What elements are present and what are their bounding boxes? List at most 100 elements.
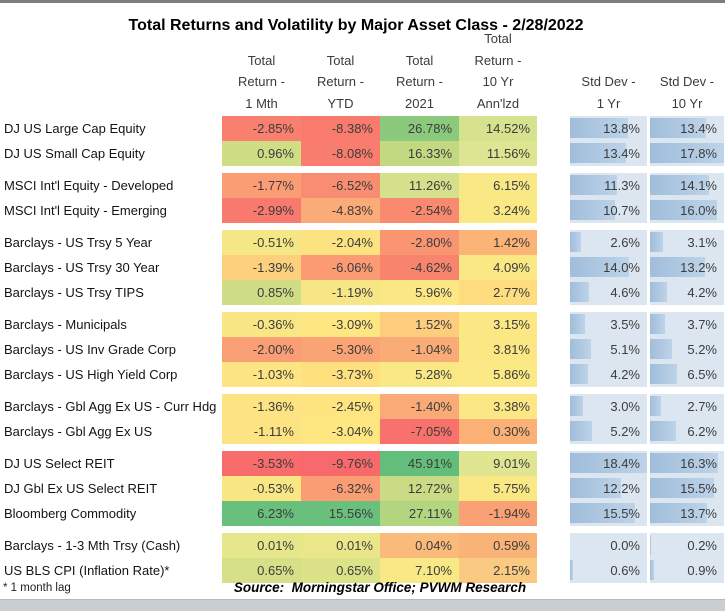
std-dev-cell: 16.0% — [650, 198, 724, 223]
std-dev-cell: 5.2% — [570, 419, 647, 444]
std-dev-data-bar — [570, 200, 615, 220]
return-cell: 3.38% — [459, 394, 537, 419]
column-header-line: 10 Yr — [482, 74, 514, 89]
return-cell: 15.56% — [301, 501, 380, 526]
column-header-line: Std Dev - — [581, 74, 636, 89]
std-dev-data-bar — [570, 232, 581, 252]
std-dev-cell: 6.2% — [650, 419, 724, 444]
return-cell: -1.04% — [380, 337, 459, 362]
row-label: Barclays - US Trsy TIPS — [4, 285, 144, 300]
std-dev-data-bar — [650, 314, 666, 334]
std-dev-value: 3.7% — [687, 317, 717, 332]
return-cell: 6.15% — [459, 173, 537, 198]
return-cell: 5.86% — [459, 362, 537, 387]
return-cell: 0.85% — [222, 280, 301, 305]
std-dev-value: 18.4% — [603, 456, 640, 471]
std-dev-value: 13.4% — [603, 146, 640, 161]
std-dev-cell: 13.4% — [650, 116, 724, 141]
std-dev-data-bar — [650, 478, 715, 498]
std-dev-data-bar — [650, 339, 672, 359]
return-cell: -4.83% — [301, 198, 380, 223]
return-cell: -2.54% — [380, 198, 459, 223]
std-dev-value: 17.8% — [680, 146, 717, 161]
source-attribution: Source: Morningstar Office; PVWM Researc… — [233, 580, 527, 595]
return-cell: 0.04% — [380, 533, 459, 558]
std-dev-cell: 4.6% — [570, 280, 647, 305]
column-header-line: Return - — [238, 74, 285, 89]
return-cell: -1.11% — [222, 419, 301, 444]
std-dev-cell: 14.0% — [570, 255, 647, 280]
std-dev-data-bar — [570, 314, 585, 334]
std-dev-data-bar — [570, 118, 628, 138]
return-cell: -2.99% — [222, 198, 301, 223]
std-dev-data-bar — [650, 560, 654, 580]
std-dev-cell: 3.7% — [650, 312, 724, 337]
return-cell: -0.51% — [222, 230, 301, 255]
return-cell: -7.05% — [380, 419, 459, 444]
std-dev-value: 16.0% — [680, 203, 717, 218]
column-header-line: 2021 — [405, 95, 434, 111]
return-cell: 0.01% — [301, 533, 380, 558]
return-cell: 45.91% — [380, 451, 459, 476]
std-dev-cell: 13.2% — [650, 255, 724, 280]
std-dev-value: 5.1% — [610, 342, 640, 357]
return-cell: 2.77% — [459, 280, 537, 305]
return-cell: 3.81% — [459, 337, 537, 362]
std-dev-data-bar — [650, 143, 724, 163]
return-cell: -6.06% — [301, 255, 380, 280]
row-label: US BLS CPI (Inflation Rate)* — [4, 563, 170, 578]
std-dev-value: 6.2% — [687, 424, 717, 439]
return-cell: -1.94% — [459, 501, 537, 526]
return-cell: -8.38% — [301, 116, 380, 141]
std-dev-value: 13.8% — [603, 121, 640, 136]
column-header-line: YTD — [327, 95, 354, 111]
row-label: DJ US Small Cap Equity — [4, 146, 145, 161]
std-dev-value: 0.9% — [687, 563, 717, 578]
std-dev-data-bar — [570, 339, 592, 359]
column-header-line — [570, 28, 647, 50]
return-cell: -6.32% — [301, 476, 380, 501]
return-cell: -2.04% — [301, 230, 380, 255]
std-dev-cell: 3.1% — [650, 230, 724, 255]
std-dev-cell: 13.4% — [570, 141, 647, 166]
column-header-total-return-ytd: Total Return - YTD — [301, 28, 380, 114]
std-dev-data-bar — [570, 143, 627, 163]
std-dev-data-bar — [570, 503, 635, 523]
row-label: DJ US Large Cap Equity — [4, 121, 146, 136]
std-dev-cell: 0.6% — [570, 558, 647, 583]
column-header-total-return-1mth: Total Return - 1 Mth — [222, 28, 301, 114]
return-cell: 5.75% — [459, 476, 537, 501]
row-label: DJ US Select REIT — [4, 456, 115, 471]
std-dev-value: 15.5% — [680, 481, 717, 496]
std-dev-cell: 11.3% — [570, 173, 647, 198]
std-dev-data-bar — [650, 453, 718, 473]
column-header-line: Std Dev - — [659, 74, 715, 89]
return-cell: 4.09% — [459, 255, 537, 280]
column-header-total-return-2021: Total Return - 2021 — [380, 28, 459, 114]
row-label: Barclays - 1-3 Mth Trsy (Cash) — [4, 538, 181, 553]
std-dev-value: 13.7% — [680, 506, 717, 521]
return-cell: -1.39% — [222, 255, 301, 280]
return-cell: 26.78% — [380, 116, 459, 141]
return-cell: 3.15% — [459, 312, 537, 337]
return-cell: 16.33% — [380, 141, 459, 166]
row-label: Barclays - Gbl Agg Ex US - Curr Hdg — [4, 399, 217, 414]
return-cell: -6.52% — [301, 173, 380, 198]
std-dev-cell: 2.7% — [650, 394, 724, 419]
std-dev-cell: 10.7% — [570, 198, 647, 223]
std-dev-data-bar — [650, 364, 678, 384]
std-dev-value: 5.2% — [610, 424, 640, 439]
return-cell: -0.36% — [222, 312, 301, 337]
return-cell: -4.62% — [380, 255, 459, 280]
return-cell: -2.80% — [380, 230, 459, 255]
column-header-std-dev-10yr: Std Dev - 10 Yr — [650, 28, 724, 114]
std-dev-cell: 18.4% — [570, 451, 647, 476]
std-dev-cell: 4.2% — [570, 362, 647, 387]
return-cell: -9.76% — [301, 451, 380, 476]
return-cell: -1.03% — [222, 362, 301, 387]
return-cell: -3.04% — [301, 419, 380, 444]
std-dev-value: 3.1% — [687, 235, 717, 250]
row-label: Barclays - US High Yield Corp — [4, 367, 178, 382]
std-dev-value: 15.5% — [603, 506, 640, 521]
std-dev-data-bar — [570, 453, 647, 473]
